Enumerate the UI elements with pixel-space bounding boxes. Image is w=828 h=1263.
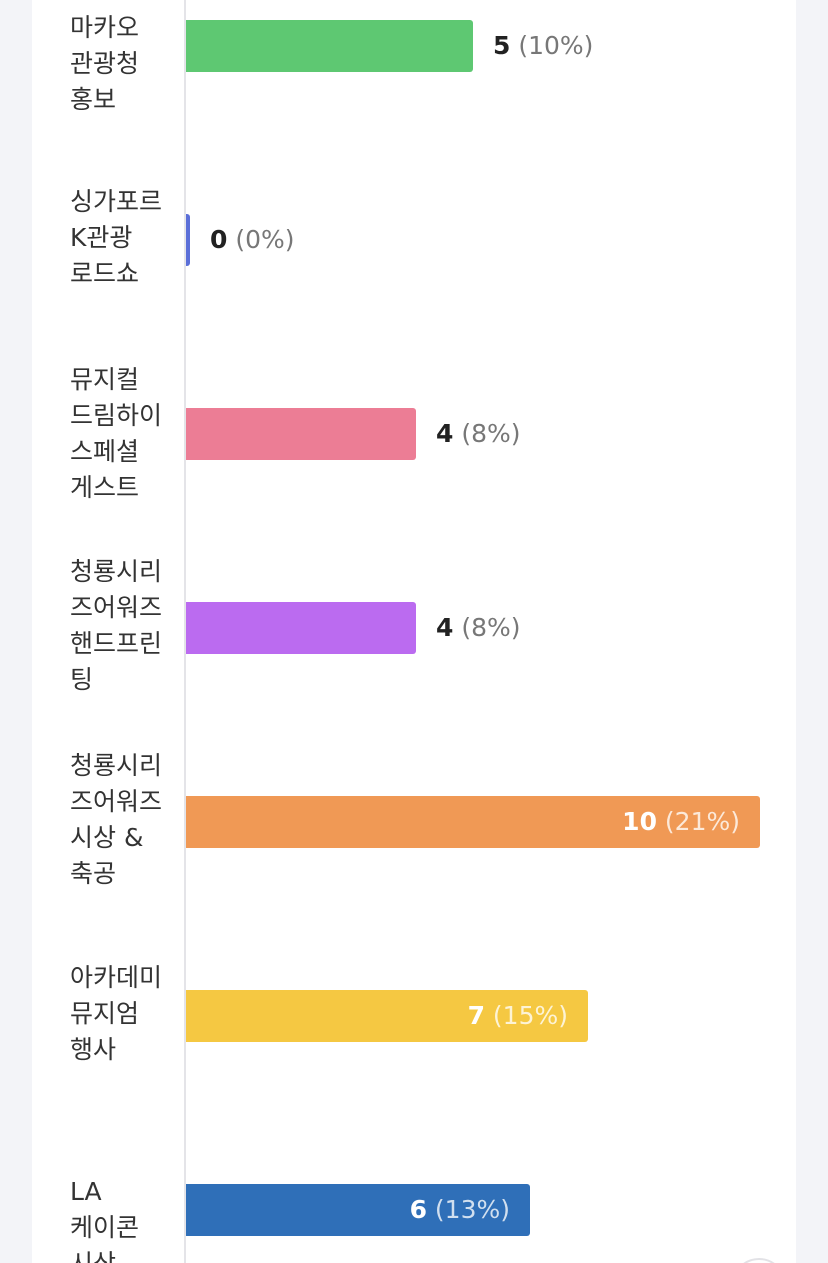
value-percent: (8%) (461, 419, 521, 448)
value-count: 4 (436, 419, 454, 448)
category-label: 마카오 관광청 홍보 (70, 13, 140, 114)
value-percent: (21%) (664, 807, 740, 836)
bar (186, 990, 588, 1042)
data-label: 10 (21%) (622, 796, 740, 848)
bar (186, 214, 190, 266)
bar (186, 408, 416, 460)
value-percent: (10%) (518, 31, 594, 60)
value-percent: (0%) (235, 225, 295, 254)
bar (186, 796, 760, 848)
data-label: 0 (0%) (210, 214, 295, 266)
value-percent: (15%) (492, 1001, 568, 1030)
category-label: 뮤지컬 드림하이 스페셜 게스트 (70, 365, 163, 502)
value-count: 6 (409, 1195, 427, 1224)
bar (186, 20, 473, 72)
category-label: 청룡시리즈어워즈 시상 & 축공 (70, 751, 163, 888)
category-label: 싱가포르 K관광 로드쇼 (70, 187, 163, 288)
category-label: LA 케이콘 시상 (70, 1177, 140, 1263)
data-label: 7 (15%) (468, 990, 568, 1042)
value-percent: (8%) (461, 613, 521, 642)
chart-axis-line (184, 0, 186, 1263)
bar (186, 602, 416, 654)
category-label: 아카데미 뮤지엄 행사 (70, 963, 163, 1064)
value-count: 7 (467, 1001, 485, 1030)
data-label: 5 (10%) (493, 20, 593, 72)
value-count: 4 (436, 613, 454, 642)
bar (186, 1184, 530, 1236)
data-label: 4 (8%) (436, 408, 521, 460)
category-label: 청룡시리즈어워즈 핸드프린팅 (70, 557, 163, 694)
value-percent: (13%) (434, 1195, 510, 1224)
value-count: 10 (622, 807, 657, 836)
data-label: 6 (13%) (410, 1184, 510, 1236)
value-count: 5 (493, 31, 511, 60)
data-label: 4 (8%) (436, 602, 521, 654)
value-count: 0 (210, 225, 228, 254)
